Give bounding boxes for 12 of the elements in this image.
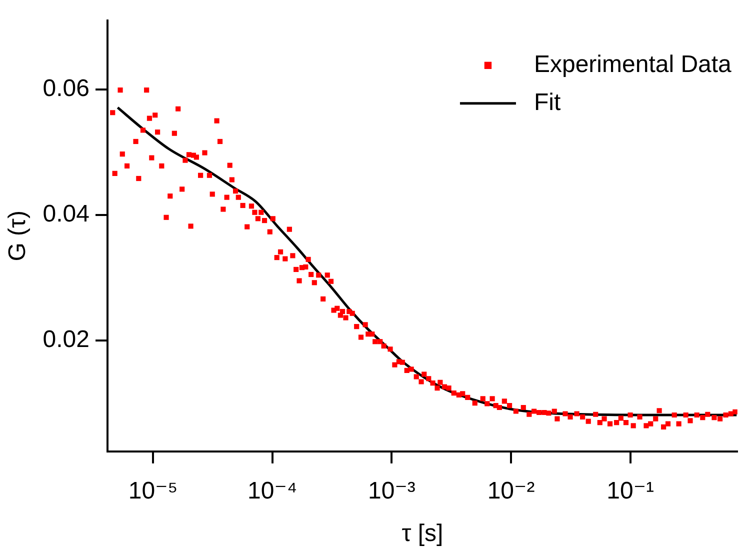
y-tick-label: 0.04 (42, 200, 90, 228)
x-tick-label: 10⁻⁴ (248, 477, 298, 504)
x-tick-label: 10⁻² (487, 477, 535, 504)
y-tick-label: 0.06 (42, 75, 90, 102)
x-tick-label: 10⁻⁵ (128, 477, 178, 504)
x-tick-label: 10⁻³ (368, 477, 416, 504)
legend-label: Experimental Data (534, 51, 732, 78)
y-tick-label: 0.02 (42, 326, 90, 353)
legend-label: Fit (534, 89, 561, 116)
x-axis-title: τ [s] (402, 520, 444, 548)
x-tick-label: 10⁻¹ (606, 477, 654, 504)
y-axis-title: G (τ) (4, 210, 32, 262)
